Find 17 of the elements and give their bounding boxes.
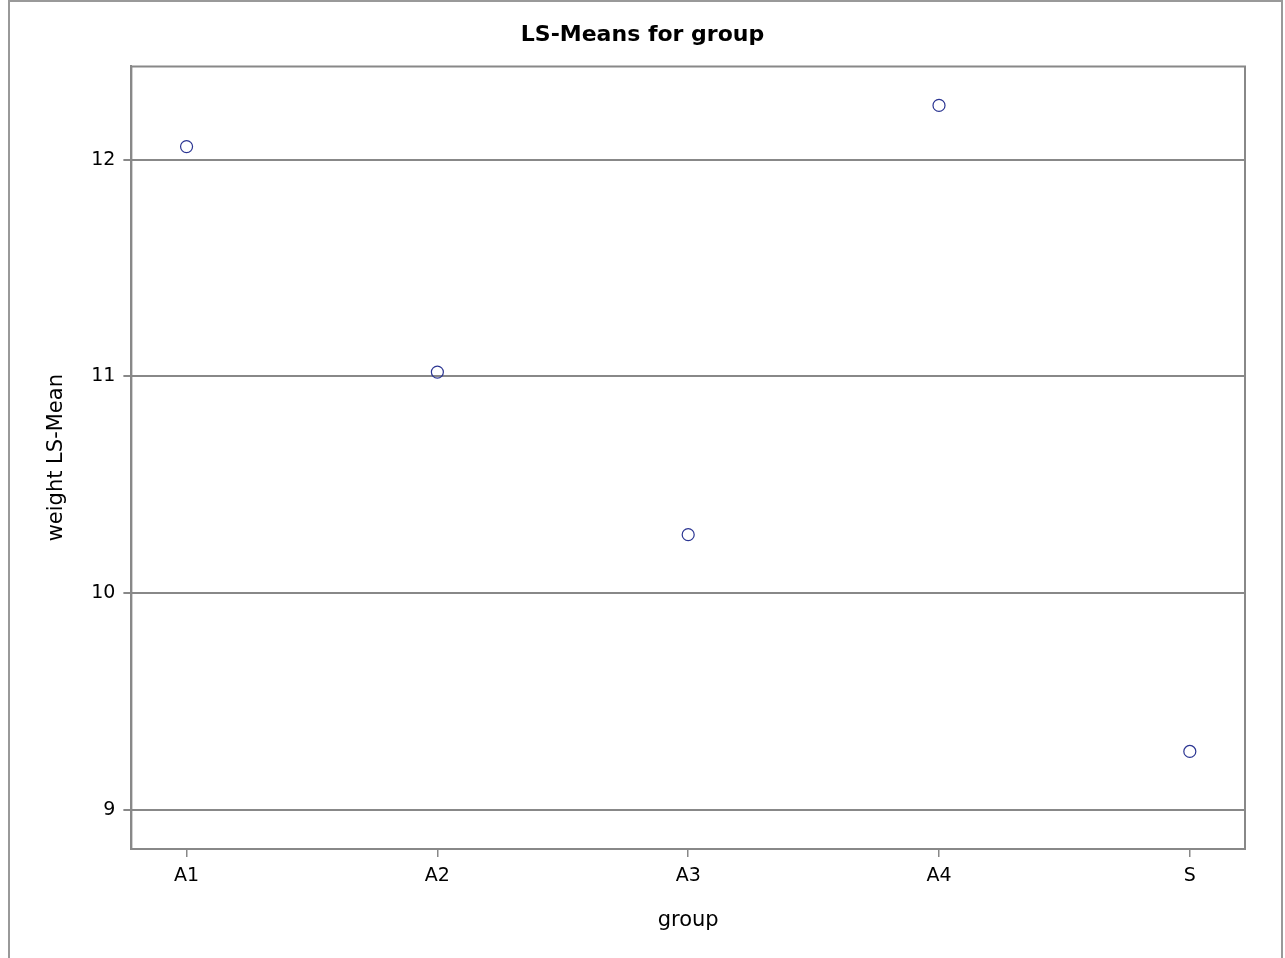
x-tick-label: A3: [675, 863, 701, 886]
point: [430, 365, 444, 379]
x-tick-label: A4: [926, 863, 952, 886]
point: [681, 528, 695, 542]
y-tick-label: 12: [91, 146, 116, 169]
x-tick-label: A2: [424, 863, 450, 886]
x-axis-title: group: [657, 906, 719, 931]
x-tick-label: S: [1183, 863, 1196, 886]
point: [1183, 744, 1197, 759]
chart-title: LS-Means for group: [520, 20, 765, 46]
y-tick-label: 9: [103, 796, 116, 819]
x-tick-label: A1: [174, 863, 200, 886]
y-tick-label: 11: [91, 363, 116, 386]
y-tick-label: 10: [91, 580, 116, 603]
point: [179, 140, 194, 154]
y-axis-title: weight LS-Mean: [43, 374, 68, 542]
point: [932, 98, 946, 113]
